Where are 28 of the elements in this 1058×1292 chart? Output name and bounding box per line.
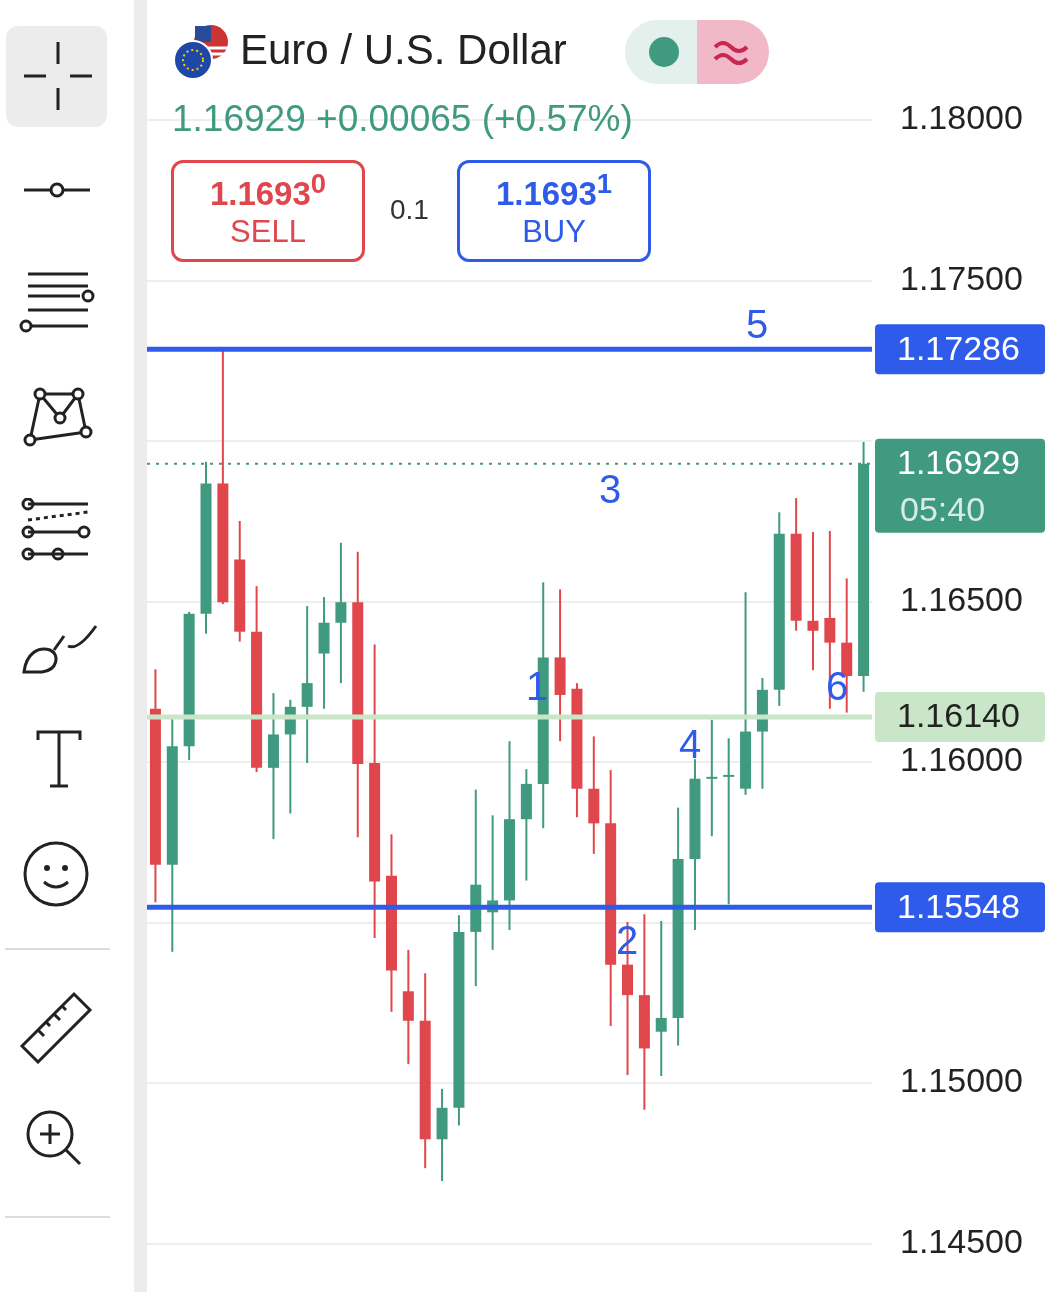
y-tick-label: 1.14500	[900, 1221, 1023, 1260]
candlestick	[807, 530, 819, 672]
y-tick-label: 1.18000	[900, 98, 1023, 137]
y-tick-label: 1.17500	[900, 258, 1023, 297]
candlestick	[335, 541, 347, 685]
candlestick	[723, 737, 735, 906]
annotation: 1.1693$^{0}$	[208, 168, 328, 213]
chart-title: Euro / U.S. Dollar	[240, 26, 567, 74]
annotation: 5	[745, 302, 769, 347]
annotation: 4	[678, 722, 702, 767]
annotation: 1	[525, 664, 549, 709]
text: 05:40	[900, 490, 986, 529]
annotation: 3	[598, 466, 622, 511]
candlestick	[655, 919, 667, 1078]
y-tick-label: 1.16500	[900, 579, 1023, 618]
ref-line-label: 1.15548	[897, 886, 1020, 925]
candlestick	[706, 718, 718, 838]
annotation: SELL	[229, 214, 307, 250]
annotation: BUY	[521, 214, 587, 250]
y-tick-label: 1.16000	[900, 740, 1023, 779]
ref-line-label: 1.16140	[897, 696, 1020, 735]
y-tick-label: 1.15000	[900, 1061, 1023, 1100]
chart-subtitle: 1.16929 +0.00065 (+0.57%)	[172, 98, 633, 140]
annotation: 1.1693$^{1}$	[494, 168, 614, 213]
ref-line-label: 1.16929	[897, 443, 1020, 482]
candlestick	[301, 605, 313, 765]
ref-line-label: 1.17286	[897, 328, 1020, 367]
annotation: 0.1	[390, 194, 429, 226]
